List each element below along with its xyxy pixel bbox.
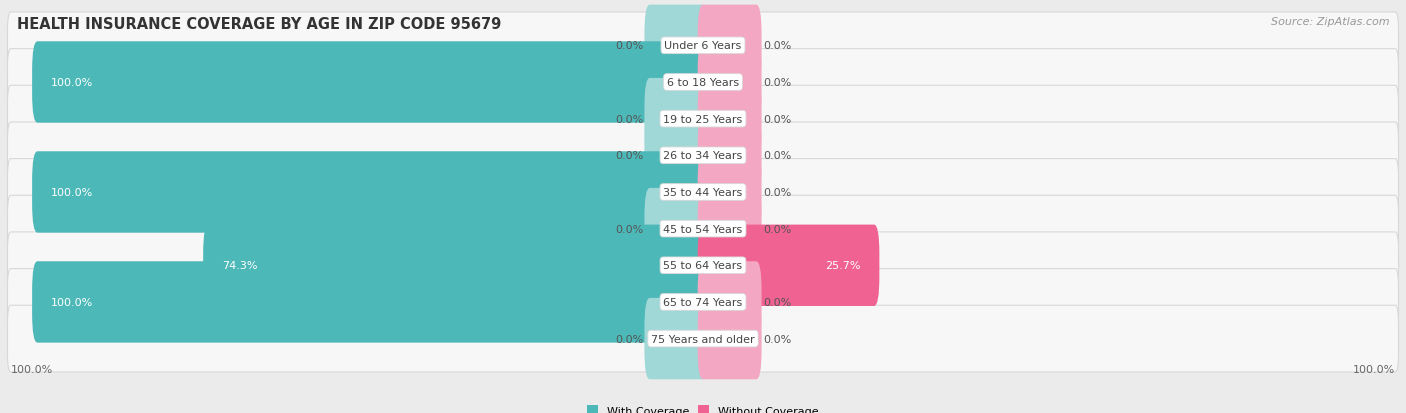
Text: HEALTH INSURANCE COVERAGE BY AGE IN ZIP CODE 95679: HEALTH INSURANCE COVERAGE BY AGE IN ZIP …: [17, 17, 501, 31]
Text: 100.0%: 100.0%: [11, 364, 53, 374]
Text: 0.0%: 0.0%: [614, 114, 643, 124]
FancyBboxPatch shape: [7, 306, 1399, 372]
Text: Under 6 Years: Under 6 Years: [665, 41, 741, 51]
Text: 0.0%: 0.0%: [763, 188, 792, 197]
FancyBboxPatch shape: [32, 152, 709, 233]
Text: 6 to 18 Years: 6 to 18 Years: [666, 78, 740, 88]
Text: 100.0%: 100.0%: [51, 188, 93, 197]
FancyBboxPatch shape: [697, 261, 762, 343]
Text: 26 to 34 Years: 26 to 34 Years: [664, 151, 742, 161]
Text: 0.0%: 0.0%: [763, 224, 792, 234]
FancyBboxPatch shape: [697, 188, 762, 270]
FancyBboxPatch shape: [7, 159, 1399, 226]
FancyBboxPatch shape: [7, 196, 1399, 262]
Text: 0.0%: 0.0%: [614, 224, 643, 234]
FancyBboxPatch shape: [644, 115, 709, 197]
Text: 35 to 44 Years: 35 to 44 Years: [664, 188, 742, 197]
Text: 0.0%: 0.0%: [763, 114, 792, 124]
Text: 74.3%: 74.3%: [222, 261, 257, 271]
Text: Source: ZipAtlas.com: Source: ZipAtlas.com: [1271, 17, 1389, 26]
Text: 65 to 74 Years: 65 to 74 Years: [664, 297, 742, 307]
FancyBboxPatch shape: [644, 6, 709, 87]
Text: 0.0%: 0.0%: [614, 334, 643, 344]
Text: 25.7%: 25.7%: [825, 261, 860, 271]
FancyBboxPatch shape: [697, 298, 762, 380]
FancyBboxPatch shape: [7, 233, 1399, 299]
Legend: With Coverage, Without Coverage: With Coverage, Without Coverage: [588, 405, 818, 413]
FancyBboxPatch shape: [204, 225, 709, 306]
Text: 0.0%: 0.0%: [614, 151, 643, 161]
FancyBboxPatch shape: [644, 79, 709, 160]
Text: 0.0%: 0.0%: [763, 78, 792, 88]
Text: 0.0%: 0.0%: [763, 41, 792, 51]
FancyBboxPatch shape: [7, 13, 1399, 79]
FancyBboxPatch shape: [697, 79, 762, 160]
FancyBboxPatch shape: [7, 86, 1399, 153]
Text: 0.0%: 0.0%: [763, 151, 792, 161]
Text: 19 to 25 Years: 19 to 25 Years: [664, 114, 742, 124]
FancyBboxPatch shape: [32, 42, 709, 123]
Text: 100.0%: 100.0%: [51, 297, 93, 307]
FancyBboxPatch shape: [697, 42, 762, 123]
FancyBboxPatch shape: [644, 188, 709, 270]
Text: 0.0%: 0.0%: [763, 334, 792, 344]
FancyBboxPatch shape: [7, 269, 1399, 335]
Text: 100.0%: 100.0%: [1353, 364, 1395, 374]
FancyBboxPatch shape: [7, 123, 1399, 189]
FancyBboxPatch shape: [697, 152, 762, 233]
Text: 75 Years and older: 75 Years and older: [651, 334, 755, 344]
Text: 55 to 64 Years: 55 to 64 Years: [664, 261, 742, 271]
Text: 0.0%: 0.0%: [614, 41, 643, 51]
FancyBboxPatch shape: [697, 6, 762, 87]
FancyBboxPatch shape: [7, 50, 1399, 116]
Text: 0.0%: 0.0%: [763, 297, 792, 307]
Text: 45 to 54 Years: 45 to 54 Years: [664, 224, 742, 234]
FancyBboxPatch shape: [697, 115, 762, 197]
FancyBboxPatch shape: [644, 298, 709, 380]
FancyBboxPatch shape: [32, 261, 709, 343]
Text: 100.0%: 100.0%: [51, 78, 93, 88]
FancyBboxPatch shape: [697, 225, 879, 306]
